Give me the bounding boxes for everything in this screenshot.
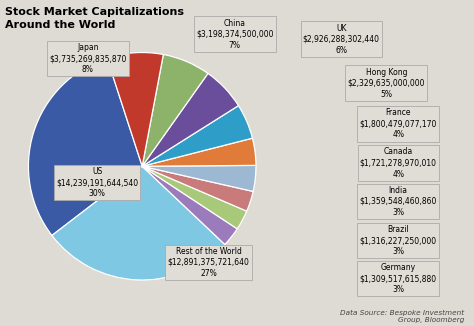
Wedge shape: [142, 106, 253, 166]
Text: France
$1,800,479,077,170
4%: France $1,800,479,077,170 4%: [359, 108, 437, 140]
Wedge shape: [142, 166, 237, 244]
Wedge shape: [142, 166, 253, 211]
Text: US
$14,239,191,644,540
30%: US $14,239,191,644,540 30%: [56, 167, 138, 198]
Wedge shape: [142, 73, 238, 166]
Text: India
$1,359,548,460,860
3%: India $1,359,548,460,860 3%: [359, 186, 437, 217]
Wedge shape: [142, 166, 247, 229]
Text: Data Source: Bespoke Investment
Group, Bloomberg: Data Source: Bespoke Investment Group, B…: [340, 310, 465, 323]
Text: Brazil
$1,316,227,250,000
3%: Brazil $1,316,227,250,000 3%: [360, 225, 437, 256]
Text: UK
$2,926,288,302,440
6%: UK $2,926,288,302,440 6%: [303, 23, 380, 55]
Text: Germany
$1,309,517,615,880
3%: Germany $1,309,517,615,880 3%: [360, 263, 437, 294]
Text: Japan
$3,735,269,835,870
8%: Japan $3,735,269,835,870 8%: [49, 43, 127, 74]
Text: China
$3,198,374,500,000
7%: China $3,198,374,500,000 7%: [196, 19, 273, 50]
Text: Stock Market Capitalizations
Around the World: Stock Market Capitalizations Around the …: [5, 7, 184, 30]
Wedge shape: [142, 138, 256, 166]
Wedge shape: [142, 54, 208, 166]
Wedge shape: [142, 165, 256, 191]
Text: Rest of the World
$12,891,375,721,640
27%: Rest of the World $12,891,375,721,640 27…: [168, 247, 249, 278]
Wedge shape: [107, 52, 164, 166]
Text: Canada
$1,721,278,970,010
4%: Canada $1,721,278,970,010 4%: [360, 147, 437, 179]
Text: Hong Kong
$2,329,635,000,000
5%: Hong Kong $2,329,635,000,000 5%: [347, 67, 425, 99]
Wedge shape: [28, 58, 142, 235]
Wedge shape: [52, 166, 225, 280]
